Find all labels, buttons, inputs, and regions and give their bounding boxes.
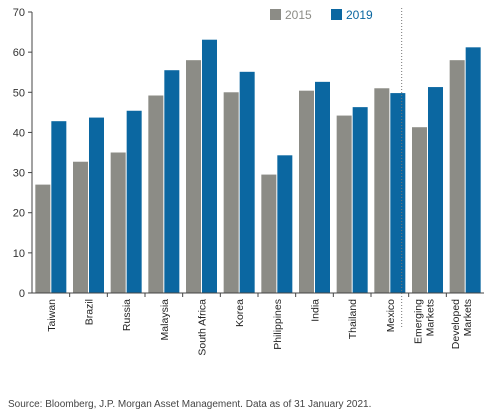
legend-swatch-2015 <box>270 9 281 20</box>
x-category-label: Malaysia <box>159 299 171 341</box>
bar-2019-taiwan <box>51 121 67 293</box>
x-category-label: EmergingMarkets <box>413 299 437 344</box>
x-category-label: Philippines <box>272 299 284 350</box>
y-tick-label: 10 <box>13 248 25 260</box>
bar-2019-emerging-markets <box>428 87 443 294</box>
x-axis: Taiwan Brazil Russia Malaysia South Africa Ko… <box>32 292 484 356</box>
legend-swatch-2019 <box>331 9 342 20</box>
x-category-label: DevelopedMarkets <box>450 299 474 349</box>
bar-2019-india <box>315 81 330 293</box>
bar-2019-mexico <box>390 93 406 294</box>
bar-2015-russia <box>110 152 126 293</box>
bar-2019-developed-markets <box>465 47 481 293</box>
y-tick-label: 40 <box>13 127 25 139</box>
bar-2015-thailand <box>336 115 352 293</box>
y-tick-label: 0 <box>19 288 25 300</box>
bar-2015-korea <box>223 92 239 294</box>
bar-2019-russia <box>126 110 142 293</box>
x-category-label: Taiwan <box>46 299 58 332</box>
x-category-label: Russia <box>121 299 133 331</box>
legend-label-2015: 2015 <box>285 8 312 22</box>
bar-2019-korea <box>239 71 255 293</box>
bars <box>35 39 481 294</box>
y-tick-label: 70 <box>13 7 25 19</box>
x-category-label: Thailand <box>347 299 359 339</box>
bar-2015-emerging-markets <box>412 127 427 294</box>
y-tick-label: 30 <box>13 168 25 180</box>
bar-2015-india <box>299 90 314 294</box>
bar-2015-philippines <box>261 174 277 293</box>
bar-2019-brazil <box>89 117 104 293</box>
bar-2015-developed-markets <box>449 60 465 293</box>
x-category-label: Mexico <box>385 299 397 332</box>
y-axis: 0 10 20 30 40 50 60 70 <box>13 7 33 300</box>
source-note: Source: Bloomberg, J.P. Morgan Asset Man… <box>8 399 372 410</box>
x-category-label: Brazil <box>84 299 96 325</box>
bar-2015-malaysia <box>148 95 164 293</box>
bar-2015-brazil <box>73 161 88 293</box>
bar-2015-mexico <box>374 88 390 294</box>
legend-label-2019: 2019 <box>346 8 373 22</box>
legend: 2015 2019 <box>270 8 373 22</box>
bar-2019-philippines <box>277 155 293 293</box>
bar-2015-taiwan <box>35 184 51 293</box>
bar-2015-south-africa <box>186 60 201 293</box>
x-category-label: India <box>310 299 322 322</box>
x-category-label: South Africa <box>197 299 209 356</box>
bar-2019-thailand <box>352 107 368 293</box>
bar-2019-south-africa <box>202 39 217 293</box>
y-tick-label: 20 <box>13 208 25 220</box>
bar-2019-malaysia <box>164 70 180 293</box>
x-category-label: Korea <box>234 299 246 327</box>
y-tick-label: 50 <box>13 87 25 99</box>
y-tick-label: 60 <box>13 47 25 59</box>
